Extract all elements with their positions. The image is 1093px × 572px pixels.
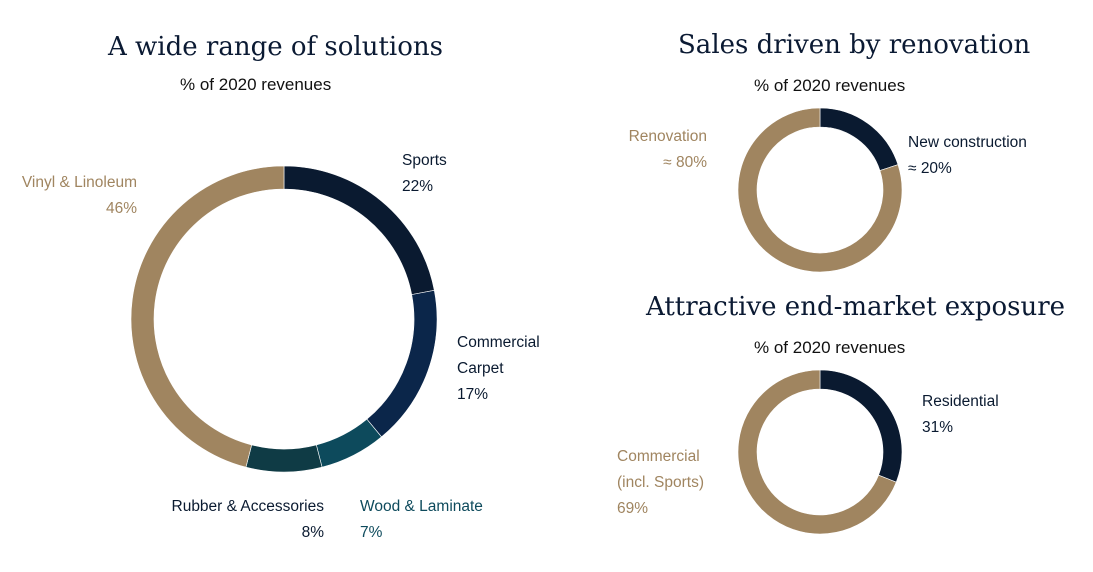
donut-slice-4 [130,165,285,468]
slice-label-new-construction: New construction ≈ 20% [908,130,1027,182]
slice-name: Vinyl & Linoleum [21,174,137,191]
slice-name: Wood & Laminate [360,498,483,515]
slice-label-wood-laminate: Wood & Laminate 7% [360,494,483,546]
chart3-donut [737,369,903,535]
donut-slice-0 [819,107,899,171]
slice-value: 46% [105,200,137,217]
slice-label-sports: Sports 22% [402,148,447,200]
slice-value: ≈ 80% [663,154,707,171]
slice-name-line2: Carpet [457,360,504,377]
slice-label-commercial-incl-sports: Commercial (incl. Sports) 69% [617,444,704,522]
slice-label-rubber-accessories: Rubber & Accessories 8% [172,494,325,546]
slice-name: Residential [922,393,999,410]
donut-slice-3 [245,444,323,473]
slice-label-commercial-carpet: Commercial Carpet 17% [457,330,540,408]
slice-value: 7% [360,524,383,541]
slice-label-renovation: Renovation ≈ 80% [629,124,707,176]
chart1-title: A wide range of solutions [108,32,443,62]
slice-name: Rubber & Accessories [171,498,325,515]
donut-slice-0 [819,369,903,483]
slice-name: Renovation [628,128,707,145]
chart3-subtitle: % of 2020 revenues [754,338,906,357]
donut-slice-1 [737,369,897,535]
slice-name-line2: (incl. Sports) [617,474,704,491]
donut-slice-1 [366,289,438,438]
donut-slice-1 [737,107,903,273]
slice-label-residential: Residential 31% [922,389,999,441]
slice-name: Commercial [617,448,700,465]
donut-slice-2 [315,418,382,468]
chart1-donut [130,165,438,473]
slice-name: Sports [402,152,447,169]
slice-value: 69% [617,500,649,517]
slice-label-vinyl-linoleum: Vinyl & Linoleum 46% [22,170,137,222]
slice-value: 8% [301,524,324,541]
chart2-subtitle: % of 2020 revenues [754,76,906,95]
chart3-title: Attractive end-market exposure [646,292,1066,322]
slice-name: New construction [908,134,1027,151]
slice-value: ≈ 20% [908,160,952,177]
slice-value: 17% [457,386,489,403]
chart2-donut [737,107,903,273]
chart2-title: Sales driven by renovation [678,30,1031,60]
slice-name: Commercial [457,334,540,351]
chart1-subtitle: % of 2020 revenues [180,75,332,94]
slice-value: 31% [922,419,954,436]
slice-value: 22% [402,178,434,195]
